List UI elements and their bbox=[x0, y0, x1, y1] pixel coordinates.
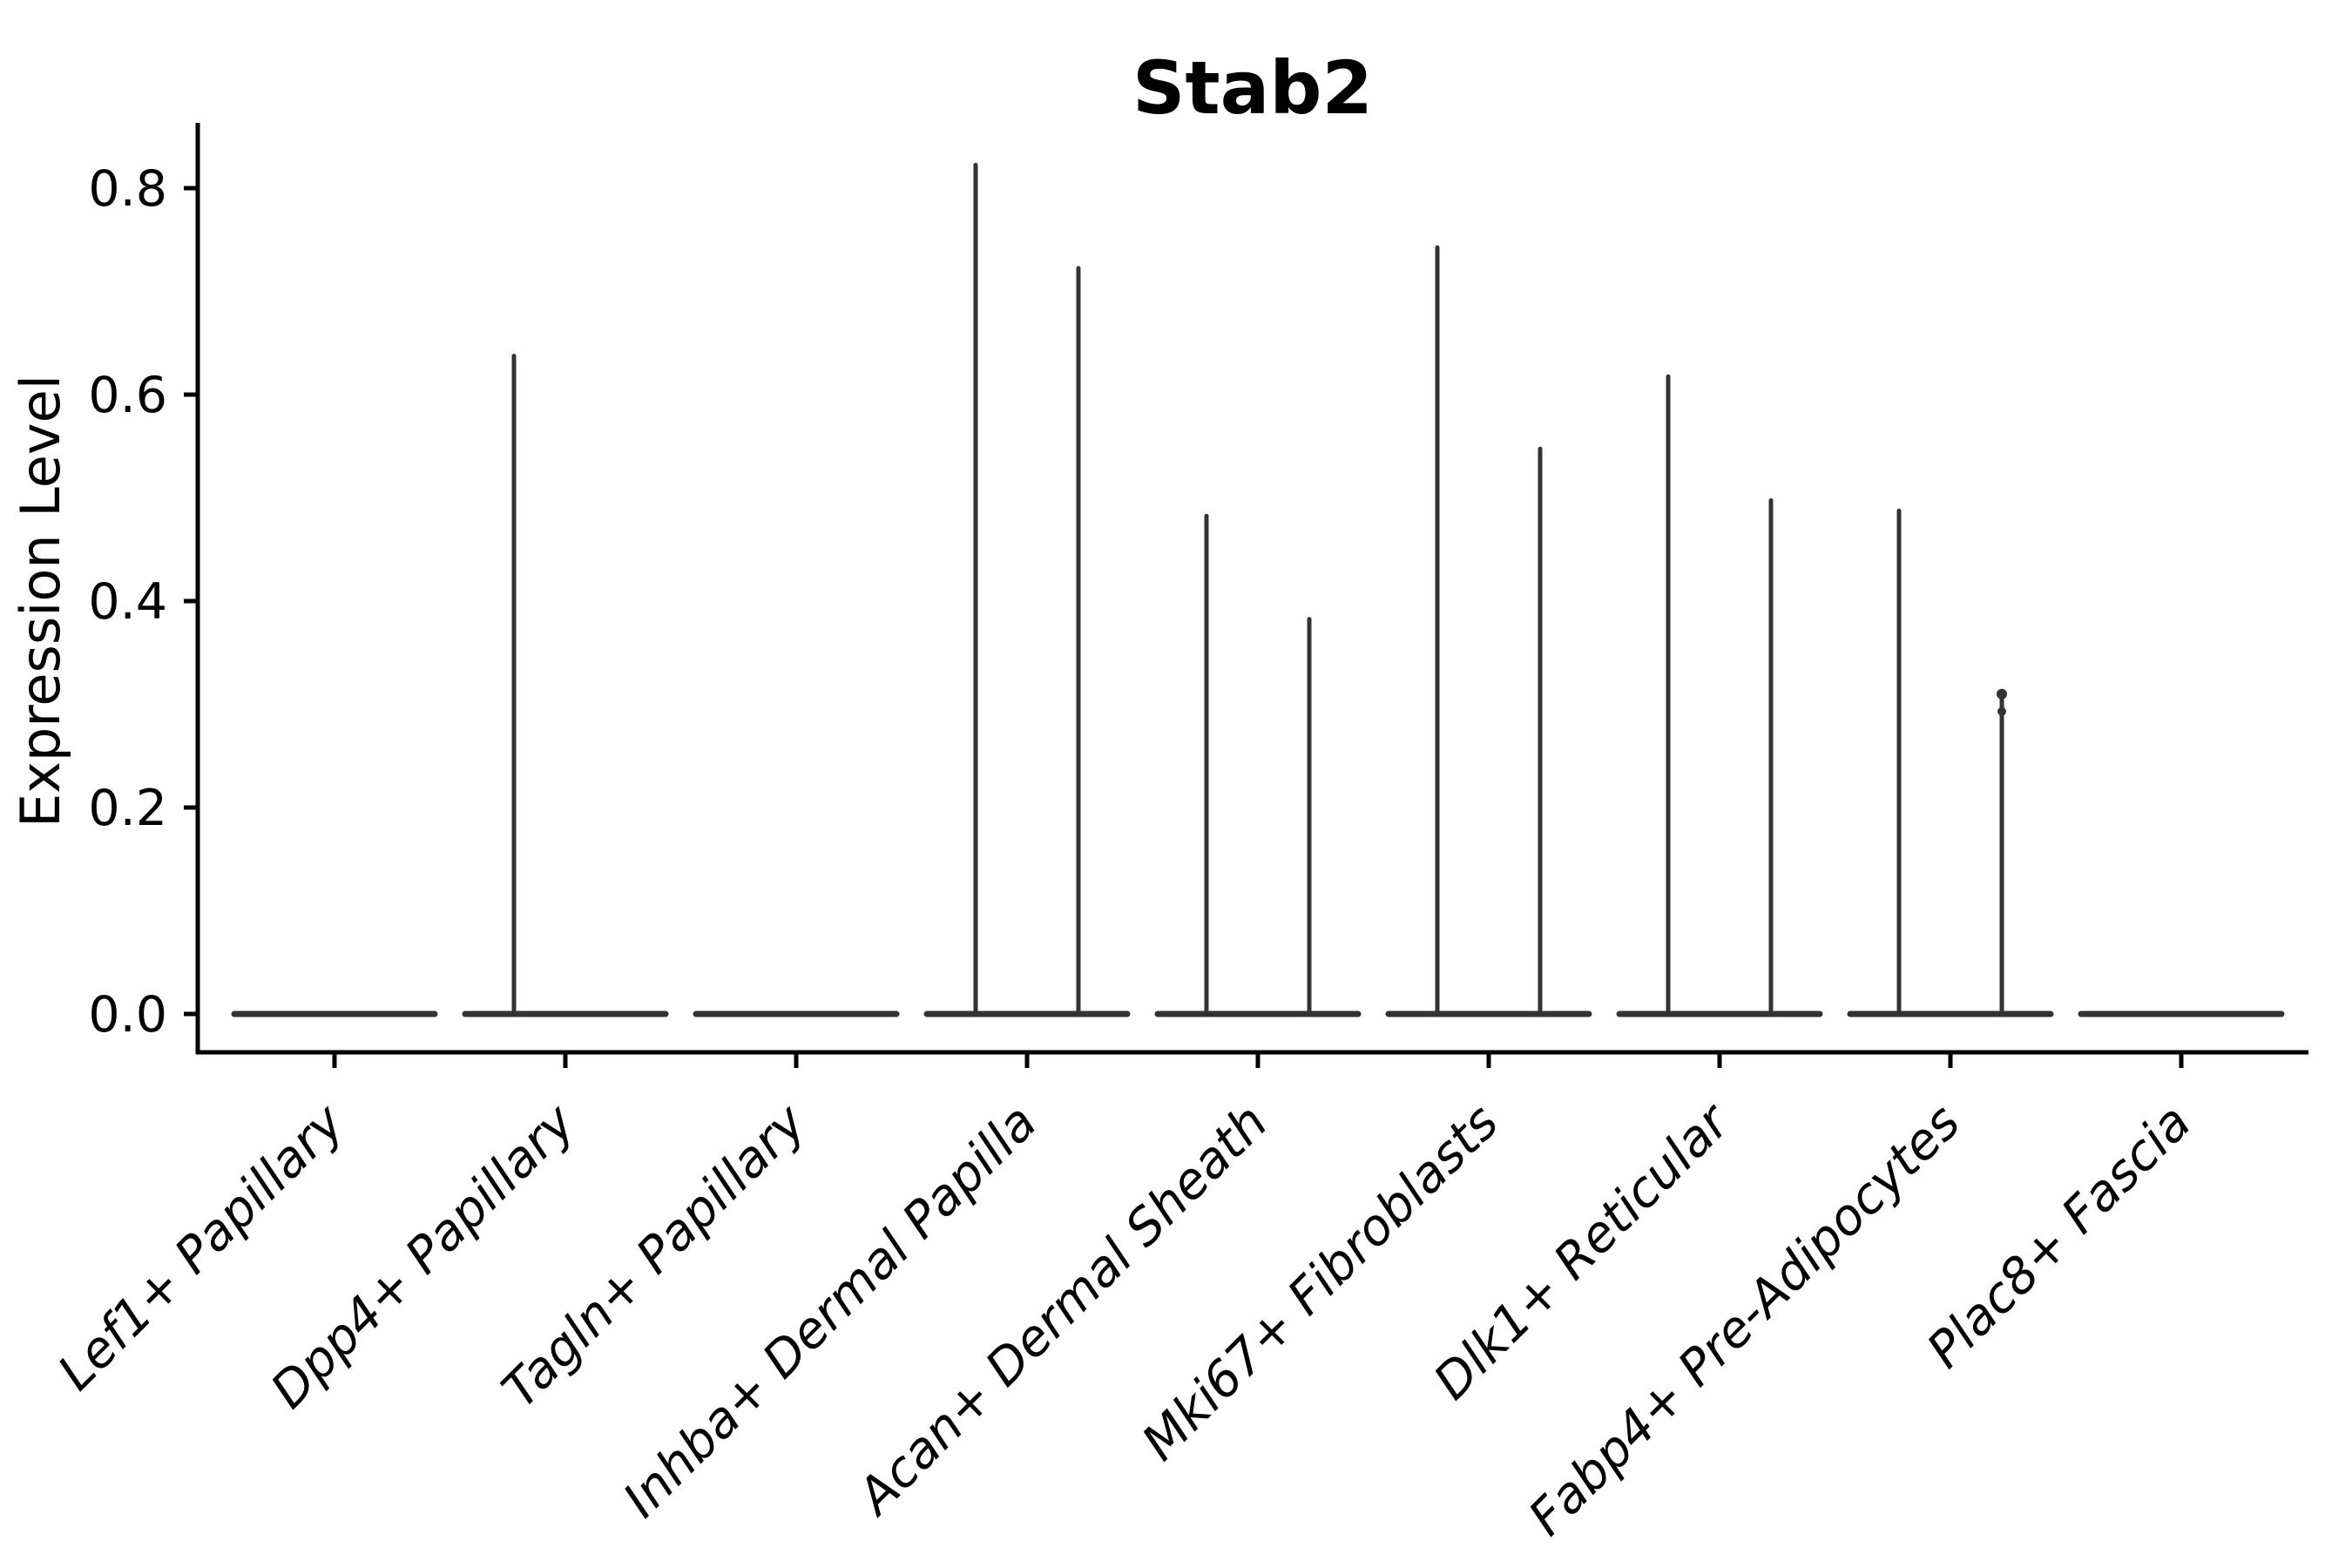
y-tick-label: 0.8 bbox=[88, 160, 167, 218]
axes-layer bbox=[195, 123, 2308, 1055]
y-tick-label: 0.0 bbox=[88, 986, 167, 1044]
y-ticks-layer: 0.0 0.2 0.4 0.6 0.8 bbox=[88, 160, 198, 1044]
violins-layer bbox=[231, 162, 2285, 1017]
x-tick-label: Fabp4+ Pre-Adipocytes bbox=[1518, 1093, 1971, 1546]
x-tick-label: Inhba+ Dermal Papilla bbox=[612, 1093, 1048, 1529]
y-tick-label: 0.6 bbox=[88, 367, 167, 424]
y-tick-label: 0.4 bbox=[88, 573, 167, 631]
chart-title: Stab2 bbox=[1132, 45, 1373, 131]
violin-spike-tip-knob bbox=[1997, 706, 2006, 716]
violin-spike-tip-knob bbox=[1997, 688, 2007, 700]
x-tick-label: Acan+ Dermal Sheath bbox=[844, 1093, 1278, 1527]
y-tick-label: 0.2 bbox=[88, 780, 167, 837]
y-axis-label: Expression Level bbox=[9, 375, 72, 828]
